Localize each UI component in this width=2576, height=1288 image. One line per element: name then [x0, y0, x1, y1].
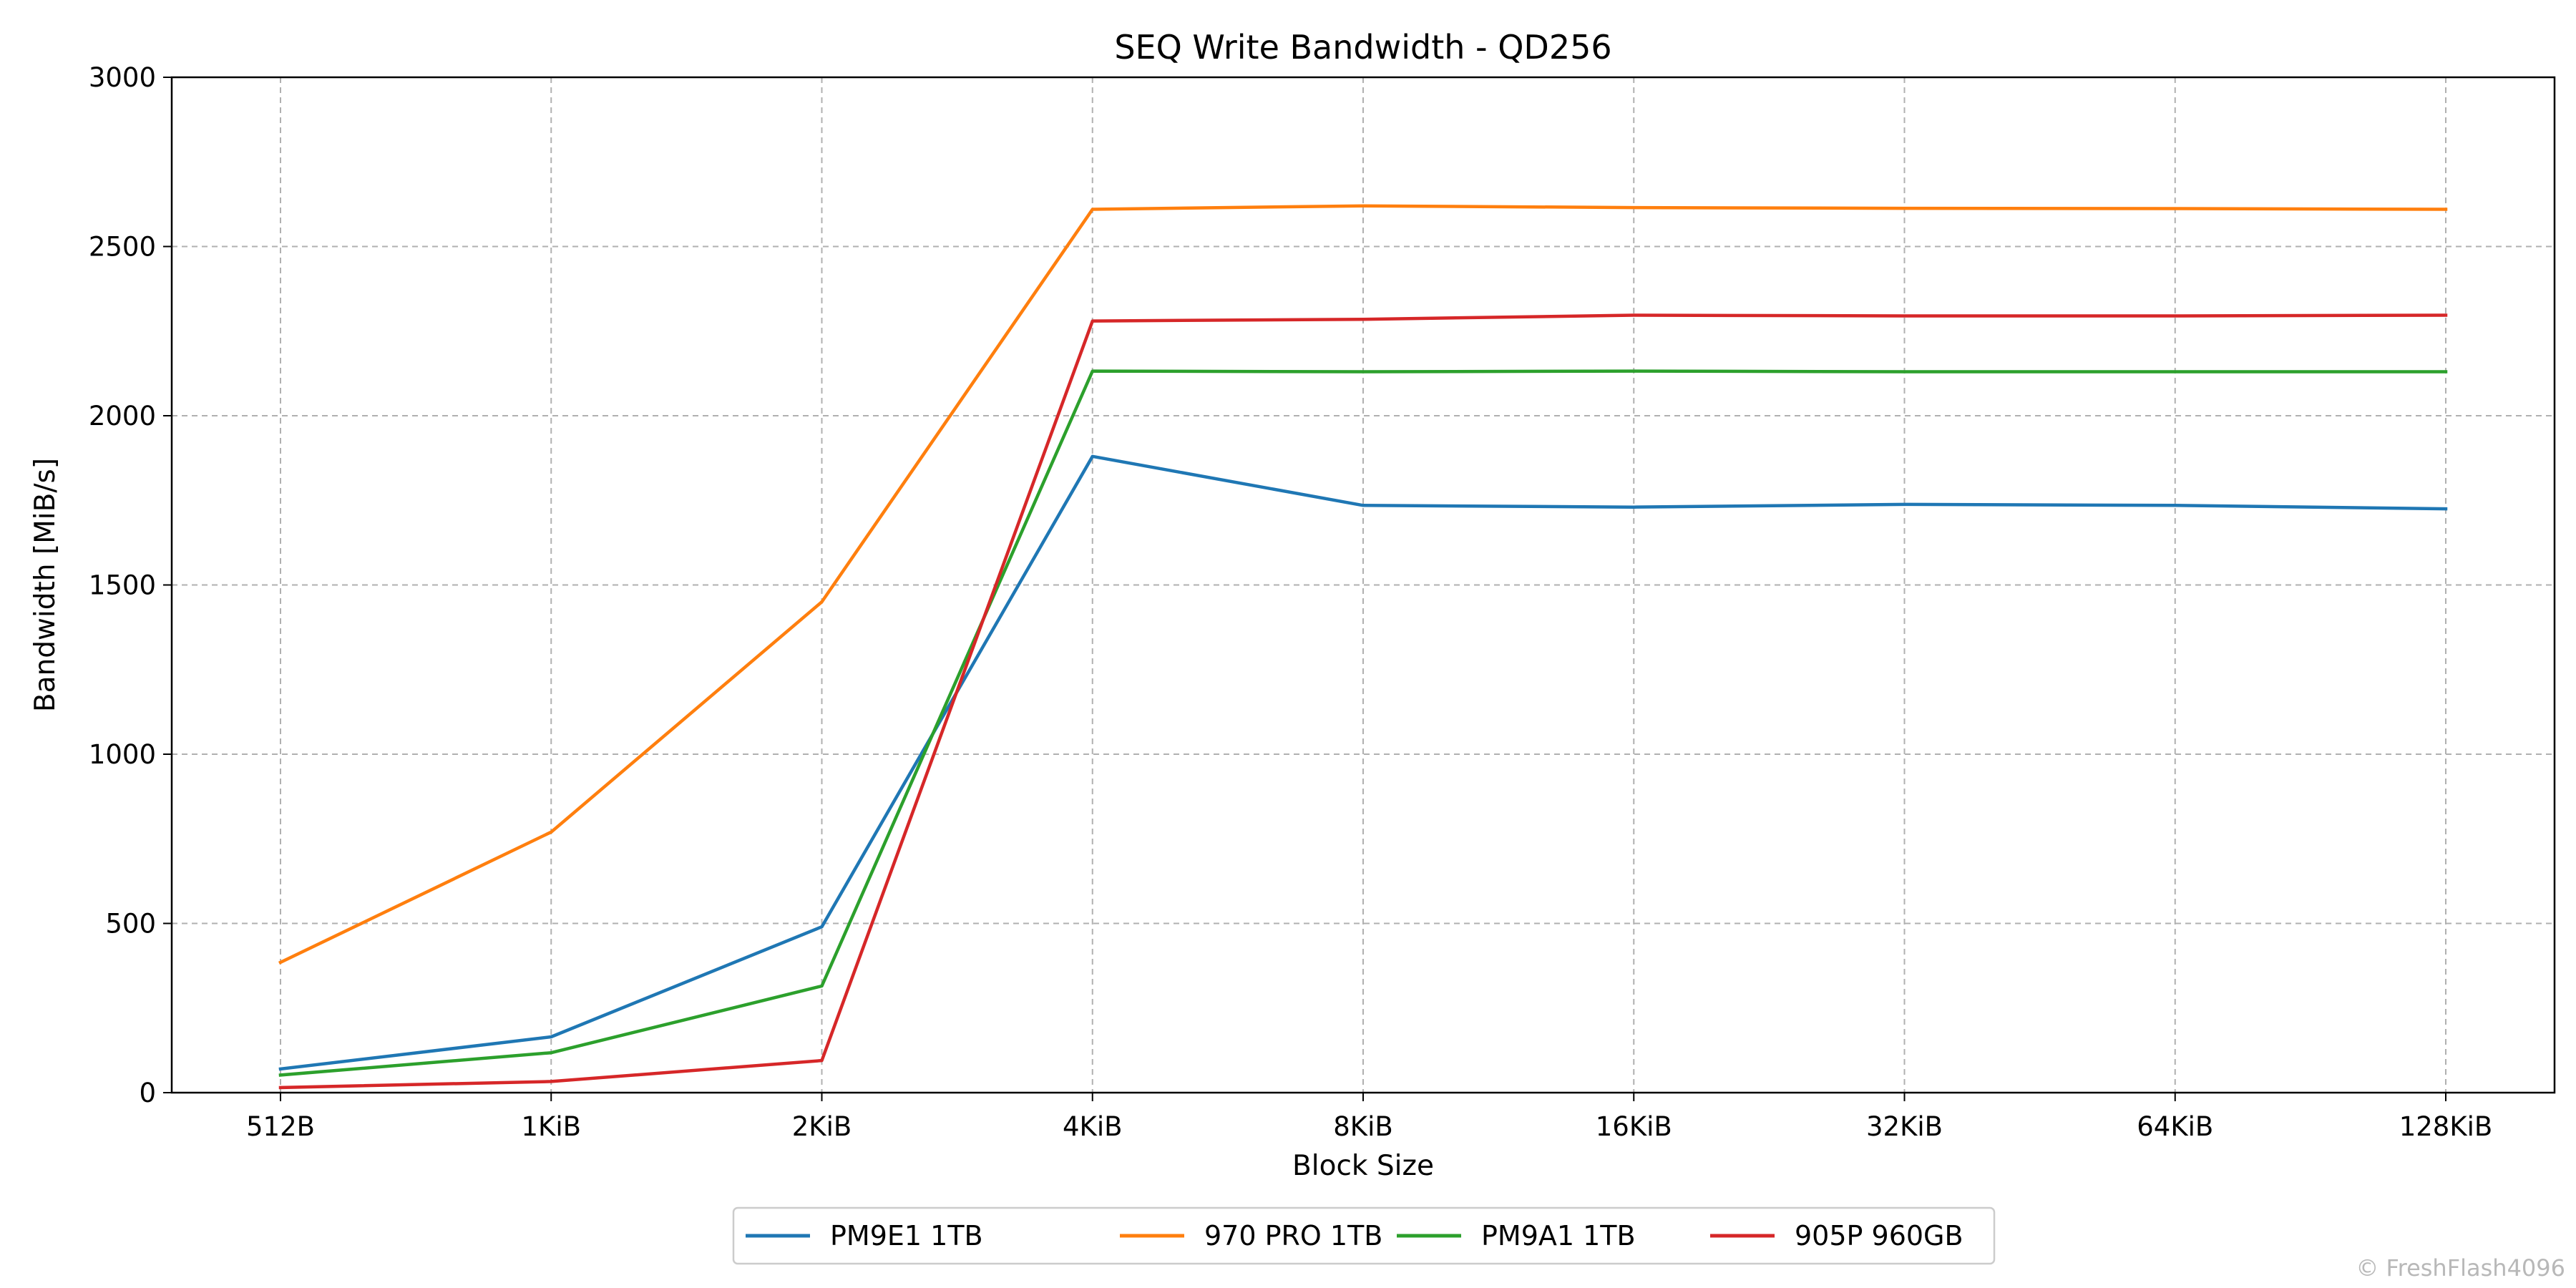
x-tick-label: 4KiB [1063, 1111, 1122, 1142]
series-layer [278, 204, 2448, 1090]
grid [172, 77, 2555, 1093]
x-tick-label: 32KiB [1866, 1111, 1943, 1142]
series-line [278, 454, 2448, 1071]
x-axis-label: Block Size [1292, 1150, 1434, 1182]
x-tick-label: 512B [246, 1111, 315, 1142]
y-tick-label: 1000 [89, 739, 156, 770]
legend-label: 905P 960GB [1795, 1220, 1963, 1252]
legend-box [732, 1206, 1996, 1265]
y-tick-label: 3000 [89, 62, 156, 93]
ticks: 512B 1KiB 2KiB 4KiB 8KiB 16KiB 32KiB 64KiB 128Ki… [89, 62, 2492, 1142]
y-tick-label: 1500 [89, 570, 156, 601]
x-tick-label: 1KiB [522, 1111, 581, 1142]
series-line [278, 369, 2448, 1077]
watermark: © FreshFlash4096 [2356, 1254, 2565, 1282]
y-tick-label: 2500 [89, 232, 156, 263]
legend-label: PM9A1 1TB [1481, 1220, 1636, 1252]
y-tick-label: 2000 [89, 401, 156, 431]
y-tick-label: 0 [139, 1078, 156, 1108]
chart-title: SEQ Write Bandwidth - QD256 [1114, 28, 1611, 67]
x-tick-label: 2KiB [792, 1111, 852, 1142]
x-tick-label: 128KiB [2399, 1111, 2493, 1142]
y-tick-label: 500 [105, 909, 156, 940]
legend-label: 970 PRO 1TB [1204, 1220, 1382, 1252]
series-line [278, 204, 2448, 965]
x-tick-label: 16KiB [1596, 1111, 1672, 1142]
series-line [278, 313, 2448, 1090]
legend: PM9E1 1TB 970 PRO 1TB PM9A1 1TB 905P 960GB [732, 1206, 1996, 1265]
legend-label: PM9E1 1TB [830, 1220, 983, 1252]
y-axis-label: Bandwidth [MiB/s] [29, 458, 62, 712]
x-tick-label: 64KiB [2137, 1111, 2213, 1142]
x-tick-label: 8KiB [1333, 1111, 1392, 1142]
